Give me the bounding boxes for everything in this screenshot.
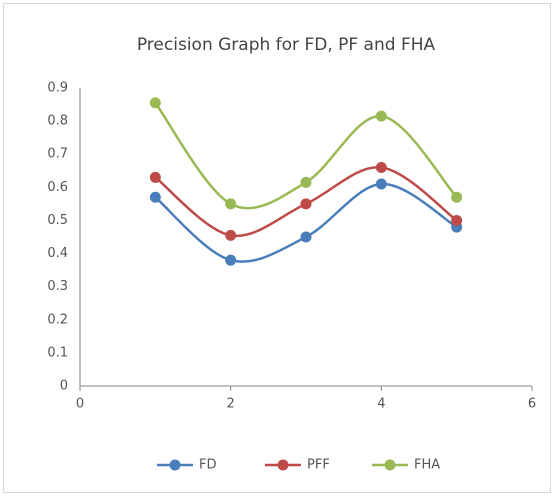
data-point xyxy=(375,161,387,173)
data-point xyxy=(149,171,161,183)
y-tick-label: 0.3 xyxy=(47,279,68,294)
y-tick-label: 0.6 xyxy=(47,180,68,195)
legend-marker xyxy=(277,459,289,471)
x-tick-label: 0 xyxy=(76,397,84,412)
y-tick-label: 0.2 xyxy=(47,312,68,327)
x-tick-label: 2 xyxy=(227,397,235,412)
x-tick-label: 4 xyxy=(377,397,385,412)
y-tick-label: 0.7 xyxy=(47,147,68,162)
data-point xyxy=(451,191,463,203)
chart-frame xyxy=(3,3,551,493)
y-tick-label: 0.1 xyxy=(47,345,68,360)
data-point xyxy=(225,229,237,241)
data-point xyxy=(225,198,237,210)
x-tick-label: 6 xyxy=(528,397,536,412)
data-point xyxy=(375,110,387,122)
data-point xyxy=(149,191,161,203)
data-point xyxy=(375,178,387,190)
y-tick-label: 0.8 xyxy=(47,114,68,129)
chart-title: Precision Graph for FD, PF and FHA xyxy=(137,35,436,55)
legend-label: FHA xyxy=(414,458,440,473)
y-tick-label: 0.9 xyxy=(47,81,68,96)
y-tick-label: 0.5 xyxy=(47,213,68,228)
legend-marker xyxy=(384,459,396,471)
legend-label: PFF xyxy=(307,458,330,473)
data-point xyxy=(451,214,463,226)
y-tick-label: 0.4 xyxy=(47,246,68,261)
data-point xyxy=(225,254,237,266)
data-point xyxy=(149,97,161,109)
data-point xyxy=(300,231,312,243)
legend-label: FD xyxy=(199,458,217,473)
data-point xyxy=(300,198,312,210)
legend-marker xyxy=(169,459,181,471)
data-point xyxy=(300,176,312,188)
y-tick-label: 0 xyxy=(60,379,68,394)
